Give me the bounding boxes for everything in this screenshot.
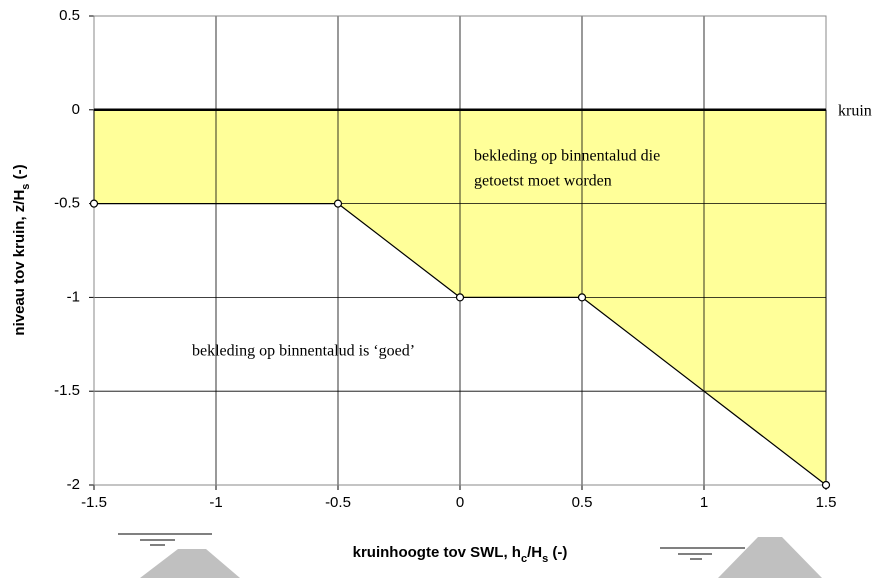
y-axis-label: niveau tov kruin, z/Hs (-)	[11, 164, 32, 335]
label-part: c	[521, 553, 527, 565]
plot: 0.50-0.5-1-1.5-2-1.5 -1 -0.5 0 0.5 1 1.5	[54, 7, 836, 511]
y-tick-label: 0.5	[59, 7, 80, 24]
y-tick-label: -0.5	[54, 195, 80, 212]
x-tick-label: 0	[456, 494, 464, 511]
label-part: niveau tov kruin, z/H	[11, 190, 28, 336]
label-part: kruinhoogte tov SWL, h	[353, 544, 521, 561]
y-tick-label: 0	[72, 101, 80, 118]
x-axis-label: kruinhoogte tov SWL, hc/Hs (-)	[353, 544, 568, 565]
data-point	[89, 199, 99, 208]
label-part: (-)	[11, 164, 28, 183]
y-tick-label: -1.5	[54, 382, 80, 399]
data-point	[821, 480, 831, 490]
y-tick-label: -1	[67, 288, 80, 305]
label-part: s	[542, 553, 548, 565]
dike-icon-left	[118, 533, 240, 578]
label-part: (-)	[548, 544, 567, 561]
x-tick-label: -0.5	[325, 494, 351, 511]
x-tick-label: 0.5	[572, 494, 593, 511]
x-tick-label: -1.5	[81, 494, 107, 511]
y-tick-label: -2	[67, 476, 80, 493]
crest-annotation: kruin	[838, 103, 872, 120]
x-tick-label: 1.5	[816, 494, 837, 511]
x-tick-label: -1	[209, 494, 222, 511]
label-part: /H	[527, 544, 542, 561]
data-point	[333, 199, 343, 208]
label-part: s	[20, 184, 32, 190]
upper-annotation: bekleding op binnentalud die	[474, 148, 660, 165]
lower-annotation: bekleding op binnentalud is ‘goed’	[192, 343, 415, 360]
dike-icon-right	[660, 537, 822, 578]
upper-annotation: getoetst moet worden	[474, 173, 612, 190]
data-point	[455, 293, 465, 302]
x-tick-label: 1	[700, 494, 708, 511]
data-point	[577, 293, 587, 302]
